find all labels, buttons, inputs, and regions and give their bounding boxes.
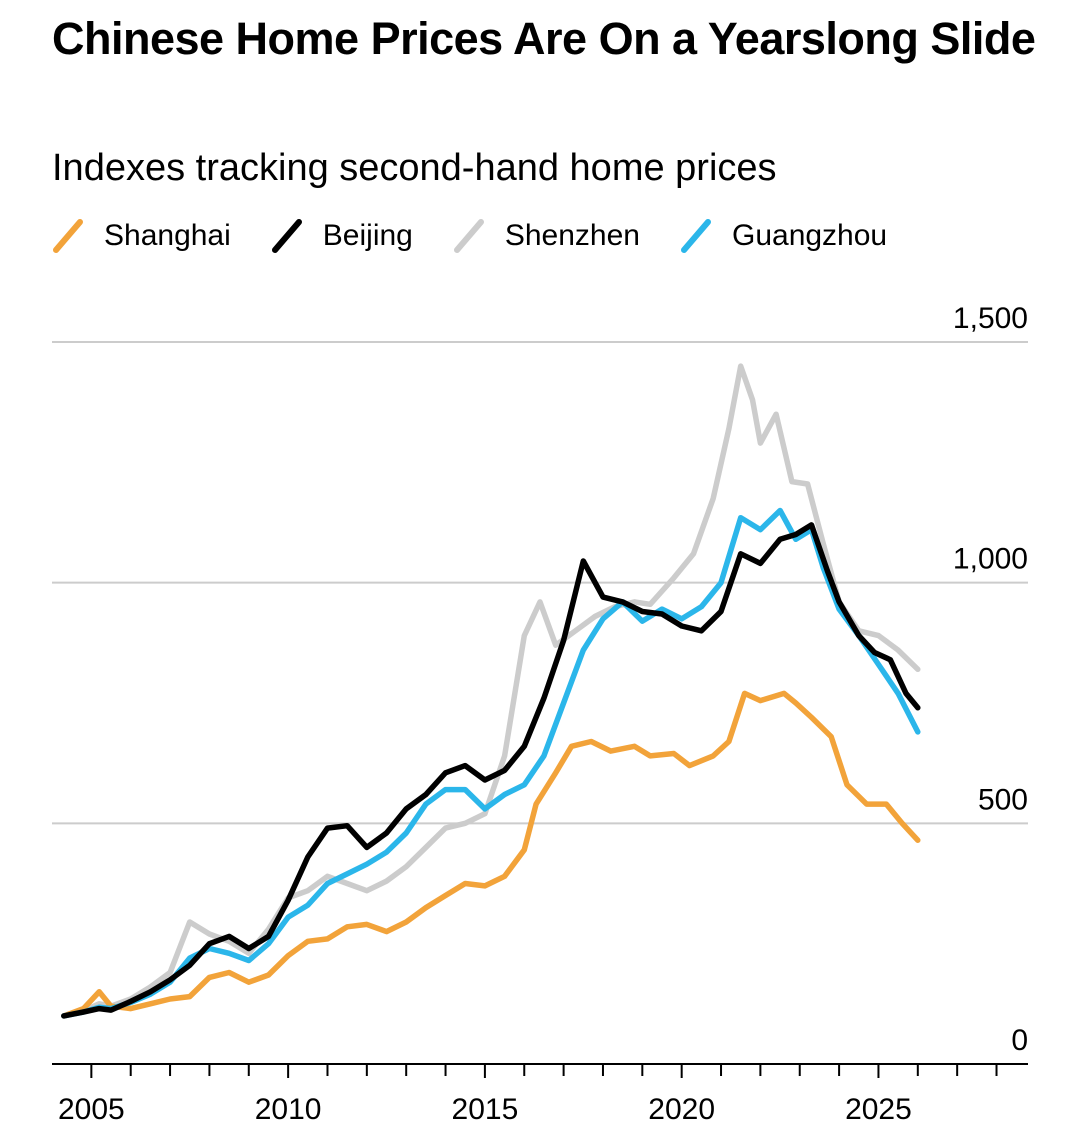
x-tick-label-2010: 2010 (255, 1093, 322, 1126)
legend-label-guangzhou: Guangzhou (731, 219, 888, 252)
series-line-guangzhou (61, 507, 921, 1019)
x-tick-label-2015: 2015 (452, 1093, 519, 1126)
x-tick-label-2020: 2020 (648, 1093, 715, 1126)
series-line-shenzhen (61, 363, 921, 1019)
legend-swatch-shanghai (53, 219, 83, 253)
chart-subtitle: Indexes tracking second-hand home prices (52, 147, 777, 189)
x-tick-label-2025: 2025 (845, 1093, 912, 1126)
chart-title: Chinese Home Prices Are On a Yearslong S… (52, 13, 1036, 64)
y-tick-label-0: 0 (1011, 1024, 1028, 1057)
series-line-beijing (61, 522, 921, 1019)
y-tick-label-500: 500 (978, 783, 1028, 816)
legend-swatch-beijing (271, 219, 302, 253)
series-line-shanghai (61, 690, 921, 1019)
legend-label-beijing: Beijing (322, 219, 413, 252)
legend: Shanghai Beijing Shenzhen Guangzhou (52, 214, 927, 258)
x-tick-label-2005: 2005 (58, 1093, 125, 1126)
legend-label-shenzhen: Shenzhen (504, 219, 640, 252)
y-tick-label-1500: 1,500 (953, 302, 1028, 335)
legend-swatch-guangzhou (680, 219, 711, 253)
legend-swatch-shenzhen (453, 219, 484, 253)
legend-item-shenzhen: Shenzhen (453, 214, 640, 258)
legend-item-guangzhou: Guangzhou (680, 214, 887, 258)
legend-item-shanghai: Shanghai (52, 214, 231, 258)
y-tick-label-1000: 1,000 (953, 543, 1028, 576)
legend-item-beijing: Beijing (271, 214, 413, 258)
legend-label-shanghai: Shanghai (104, 219, 231, 252)
